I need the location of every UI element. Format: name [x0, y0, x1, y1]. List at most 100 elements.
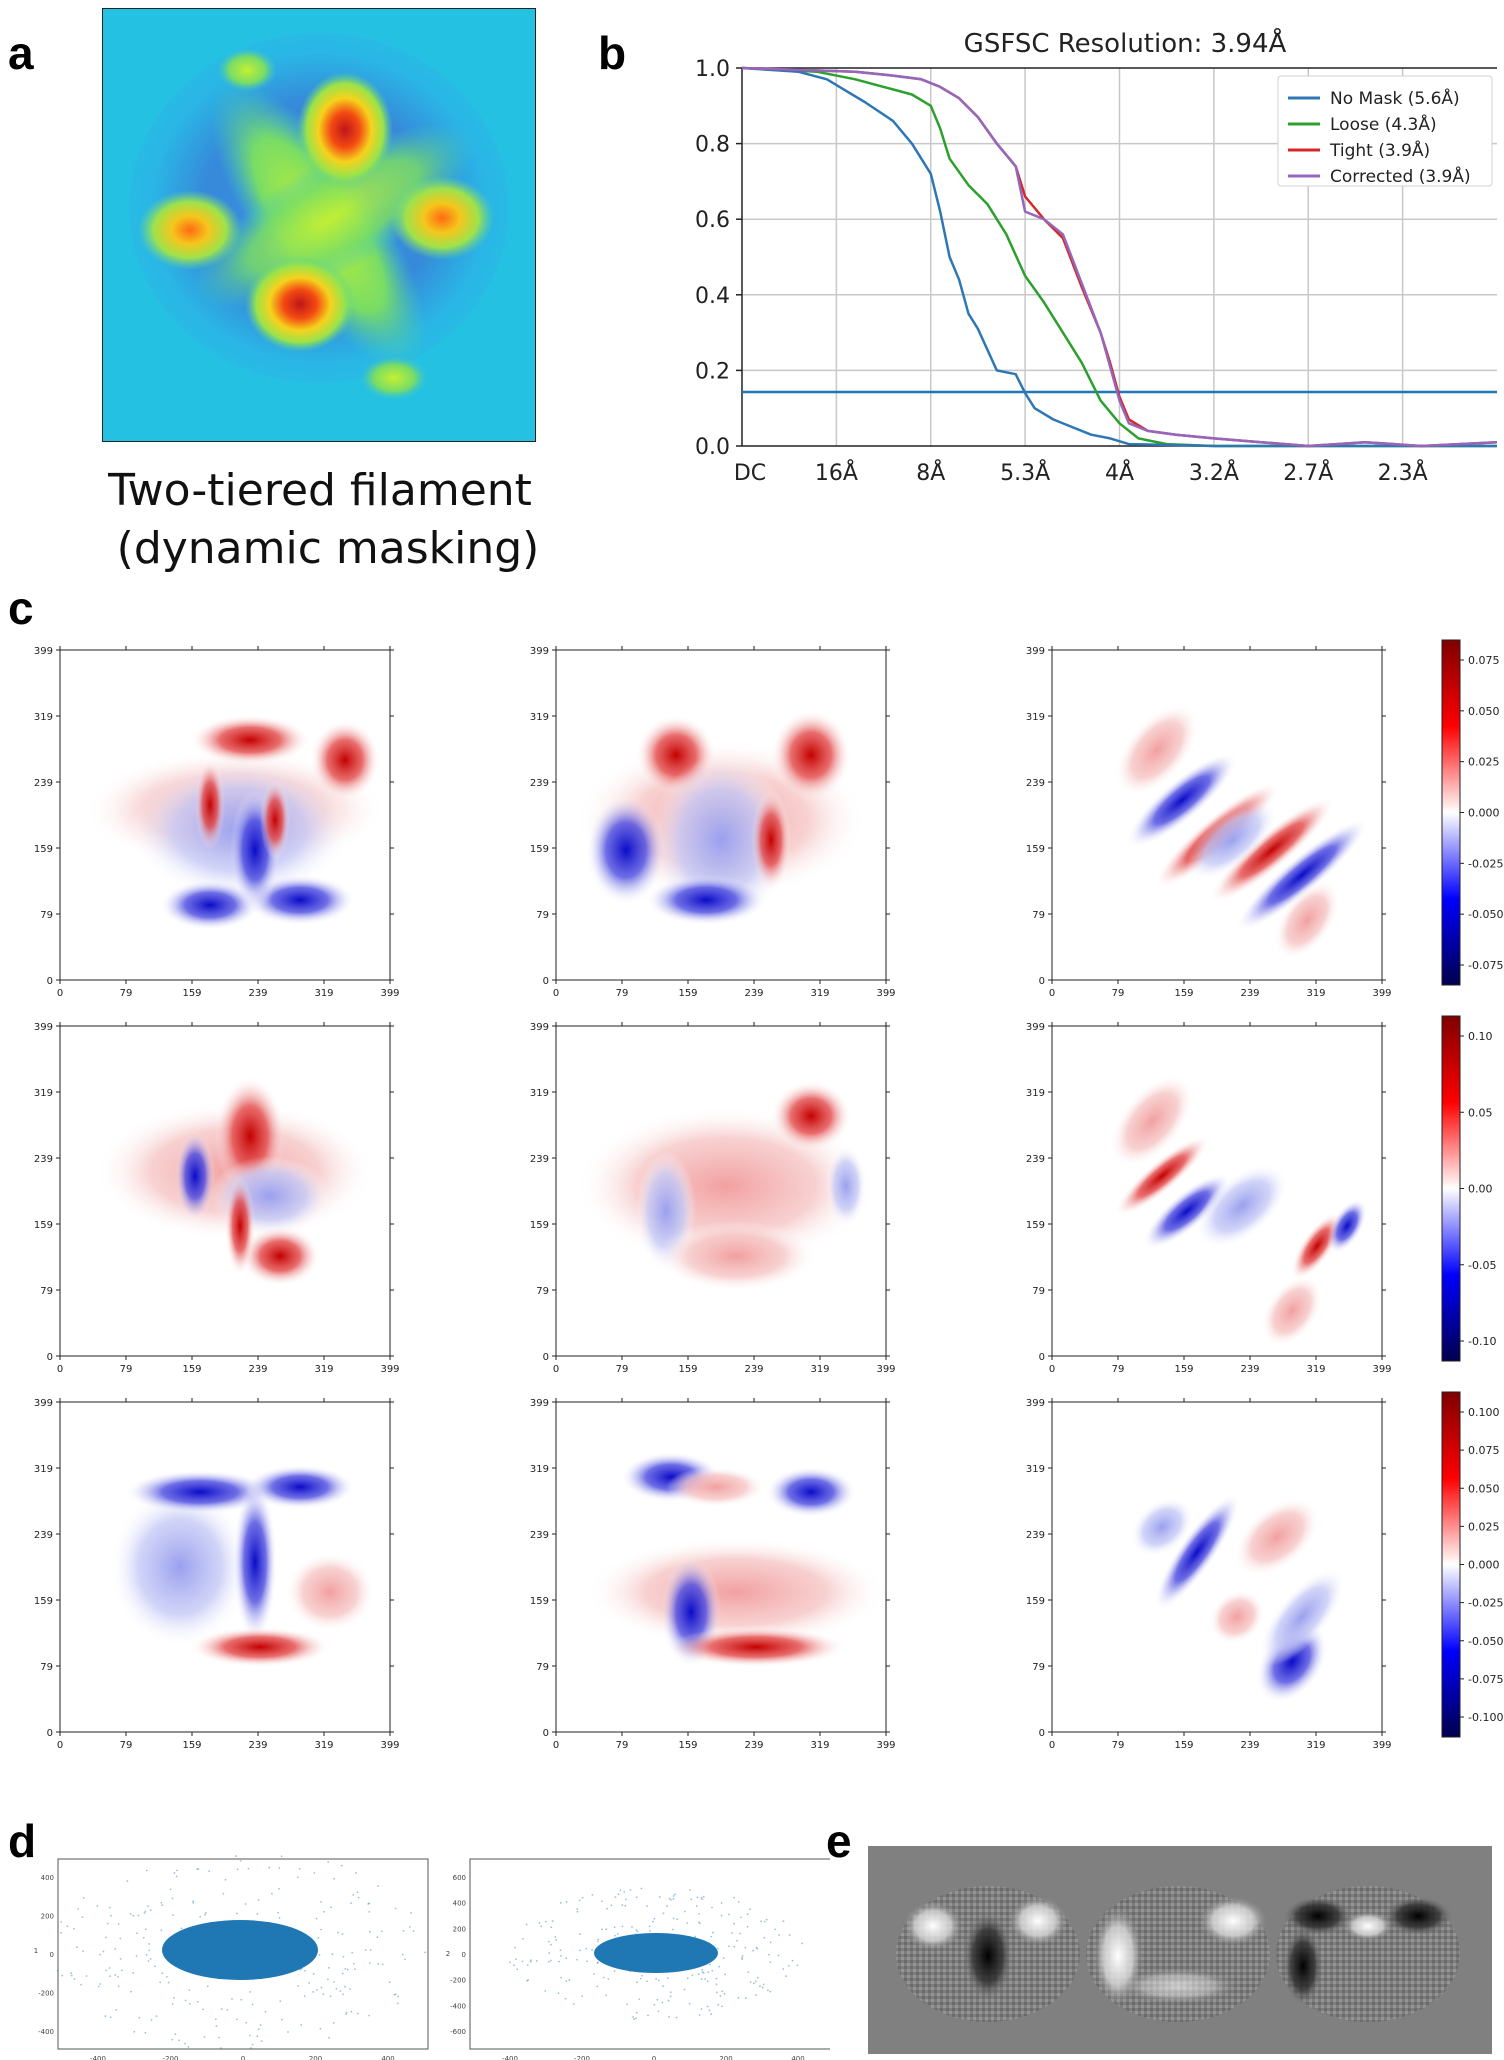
scatter-point	[581, 1896, 584, 1899]
scatter-point	[576, 1910, 579, 1913]
scatter-point	[335, 1987, 338, 1990]
scatter-point	[691, 1974, 694, 1976]
scatter-point	[328, 2036, 331, 2039]
scatter-point	[80, 1983, 82, 1986]
y-tick-label: 0	[543, 976, 549, 987]
scatter-point	[268, 1866, 271, 1869]
x-tick-label: 0	[1049, 1364, 1055, 1375]
scatter-point	[344, 1985, 346, 1988]
heatmap-density-blob	[1109, 1074, 1195, 1168]
scatter-point	[235, 1855, 237, 1857]
heatmap-density-blob	[586, 795, 666, 905]
x-tick-label: 319	[1306, 988, 1325, 999]
scatter-point	[298, 1867, 301, 1870]
scatter-point	[559, 1949, 562, 1952]
heatmap-density-blob	[240, 1226, 320, 1286]
y-tick-label: 399	[1026, 1398, 1045, 1409]
colorbar-tick-label: 0.025	[1468, 1520, 1500, 1533]
scatter-point	[741, 1956, 744, 1959]
y-tick-label: 400	[453, 1900, 466, 1908]
heatmap-density-blob	[160, 880, 260, 930]
scatter-point	[133, 2030, 136, 2033]
scatter-point	[184, 2042, 186, 2045]
scatter-point	[236, 1912, 238, 1915]
colorbar-tick-label: 0.10	[1468, 1030, 1493, 1043]
scatter-point	[278, 1866, 281, 1869]
heatmap-density-blob	[646, 875, 766, 925]
bright-region	[1118, 1968, 1238, 2004]
scatter-point	[700, 1978, 703, 1980]
heatmap-density-blob	[1126, 752, 1238, 848]
scatter-point	[105, 1969, 107, 1972]
scatter-point	[249, 2034, 251, 2037]
x-tick-label: 399	[876, 1364, 895, 1375]
x-tick-label: 319	[1306, 1364, 1325, 1375]
heatmap-frame	[59, 1025, 391, 1357]
scatter-point	[769, 1961, 772, 1964]
y-tick-label: 159	[34, 844, 53, 855]
colorbar: 0.075 0.050 0.025 0.000 -0.025 -0.050 -0.075	[1441, 639, 1503, 986]
scatter-point	[102, 1950, 105, 1953]
x-tick-label: 239	[744, 988, 763, 999]
scatter-point	[749, 1908, 751, 1911]
scatter-point	[368, 2014, 371, 2017]
heatmap-density-blob	[1274, 880, 1340, 960]
x-tick-label: 4Å	[1105, 459, 1134, 486]
scatter-point	[81, 1916, 84, 1919]
scatter-point	[526, 1964, 529, 1966]
legend-label: Tight (3.9Å)	[1329, 139, 1430, 161]
heatmap-blobs	[576, 710, 866, 925]
scatter-point	[547, 1960, 550, 1963]
scatter-point	[159, 1981, 162, 1984]
heatmap-density-blob	[586, 1537, 886, 1647]
scatter-point	[547, 1940, 550, 1943]
colorbar-tick-label: 0.025	[1468, 756, 1500, 769]
y-tick-label: 79	[1032, 1286, 1045, 1297]
scatter-point	[364, 1949, 367, 1951]
scatter-point	[548, 1952, 551, 1954]
scatter-point	[674, 1893, 677, 1896]
scatter-point	[349, 1988, 351, 1990]
scatter-point	[203, 2036, 206, 2038]
series-line	[741, 66, 1497, 448]
scatter-point	[171, 2038, 174, 2041]
x-tick-label: 16Å	[815, 459, 858, 486]
scatter-point	[581, 1995, 584, 1998]
x-tick-label: 400	[381, 2055, 394, 2060]
scatter-point	[607, 1977, 610, 1980]
scatter-point	[236, 1868, 239, 1871]
scatter-point	[82, 1896, 85, 1899]
scatter-point	[333, 1980, 335, 1983]
scatter-point	[117, 1985, 120, 1988]
scatter-point	[66, 1925, 69, 1928]
scatter-point	[698, 1922, 701, 1925]
scatter-point	[557, 1992, 560, 1995]
scatter-point	[529, 1959, 532, 1962]
x-tick-label: 399	[380, 988, 399, 999]
scatter-point	[756, 1976, 759, 1979]
scatter-point	[715, 1983, 718, 1986]
colorbar-tick-label: -0.05	[1468, 1259, 1496, 1272]
y-tick-label: 159	[530, 844, 549, 855]
heatmap-panel: 00 79 79 159 159 239 239 319 319 399 399	[34, 1398, 400, 1751]
panel-a-caption-line1: Two-tiered filament	[108, 465, 532, 516]
scatter-point	[614, 1934, 616, 1937]
legend-label: Corrected (3.9Å)	[1330, 165, 1471, 187]
scatter-point	[739, 1932, 742, 1935]
scatter-point	[700, 2008, 703, 2010]
y-tick-label: 399	[1026, 646, 1045, 657]
heatmap-density-blob	[1327, 1198, 1367, 1254]
scatter-point	[150, 2018, 153, 2021]
scatter-point	[565, 1957, 568, 1960]
heatmap-panel: 00 79 79 159 159 239 239 319 319 399 399	[530, 1398, 896, 1751]
scatter-point	[591, 1894, 594, 1896]
scatter-point	[109, 1975, 111, 1978]
series-line	[741, 66, 1498, 448]
y-tick-label: 200	[41, 1913, 54, 1921]
scatter-point	[741, 1958, 744, 1961]
scatter-point	[718, 1965, 721, 1968]
scatter-point	[695, 1905, 698, 1908]
scatter-point	[142, 1936, 145, 1939]
heatmap-density-blob	[1130, 1497, 1194, 1557]
scatter-point	[573, 2003, 575, 2005]
